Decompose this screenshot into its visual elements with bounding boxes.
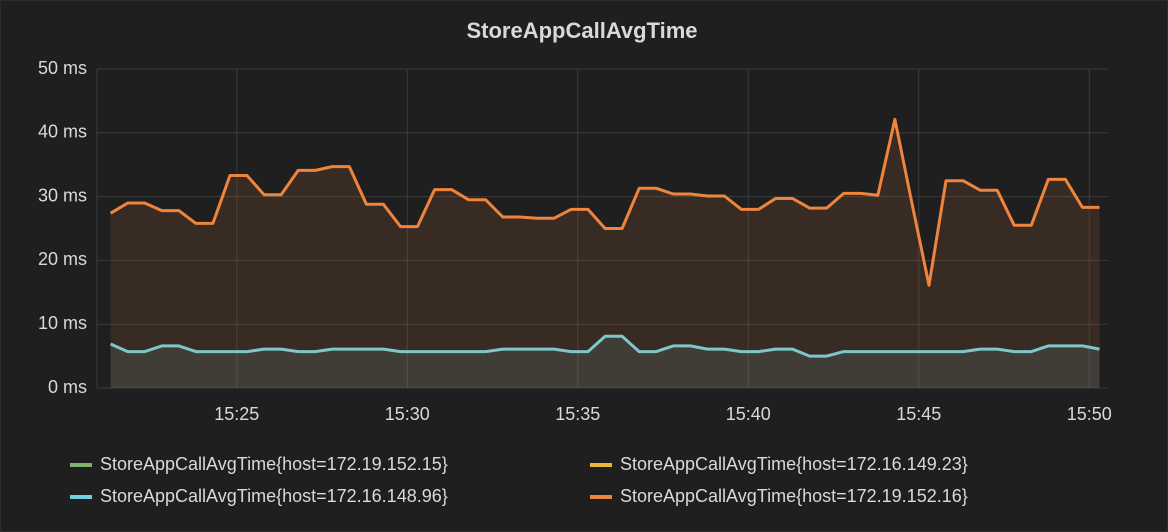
x-tick-label: 15:50 bbox=[1067, 404, 1112, 424]
line bbox=[109, 334, 1100, 358]
x-tick-label: 15:35 bbox=[555, 404, 600, 424]
y-tick-label: 0 ms bbox=[48, 377, 87, 397]
legend-label: StoreAppCallAvgTime{host=172.16.148.96} bbox=[100, 486, 448, 506]
x-tick-label: 15:40 bbox=[726, 404, 771, 424]
y-tick-label: 20 ms bbox=[38, 249, 87, 269]
line bbox=[109, 117, 1100, 287]
x-tick-label: 15:45 bbox=[896, 404, 941, 424]
chart-title: StoreAppCallAvgTime bbox=[466, 18, 697, 43]
y-tick-label: 10 ms bbox=[38, 313, 87, 333]
legend-label: StoreAppCallAvgTime{host=172.19.152.16} bbox=[620, 486, 968, 506]
y-tick-label: 50 ms bbox=[38, 58, 87, 78]
x-tick-label: 15:30 bbox=[385, 404, 430, 424]
x-tick-label: 15:25 bbox=[214, 404, 259, 424]
y-tick-label: 30 ms bbox=[38, 185, 87, 205]
legend-label: StoreAppCallAvgTime{host=172.19.152.15} bbox=[100, 454, 448, 474]
y-tick-label: 40 ms bbox=[38, 122, 87, 142]
legend-label: StoreAppCallAvgTime{host=172.16.149.23} bbox=[620, 454, 968, 474]
